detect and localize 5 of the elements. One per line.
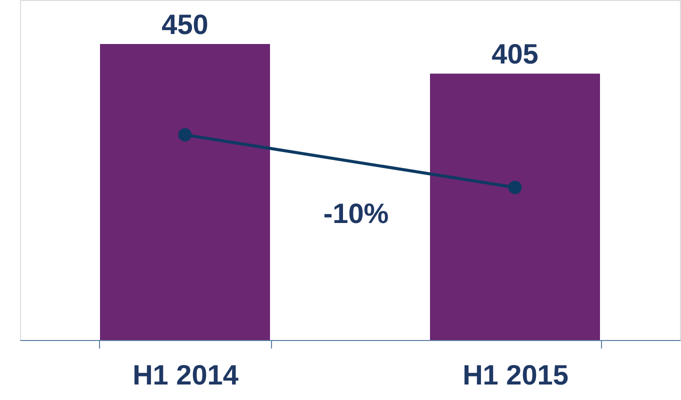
data-label: 450 <box>162 9 208 40</box>
x-tick-label: H1 2015 <box>462 360 568 390</box>
annotation: -10% <box>323 198 389 229</box>
x-tick-label: H1 2014 <box>132 360 239 390</box>
data-label: 405 <box>492 38 538 70</box>
